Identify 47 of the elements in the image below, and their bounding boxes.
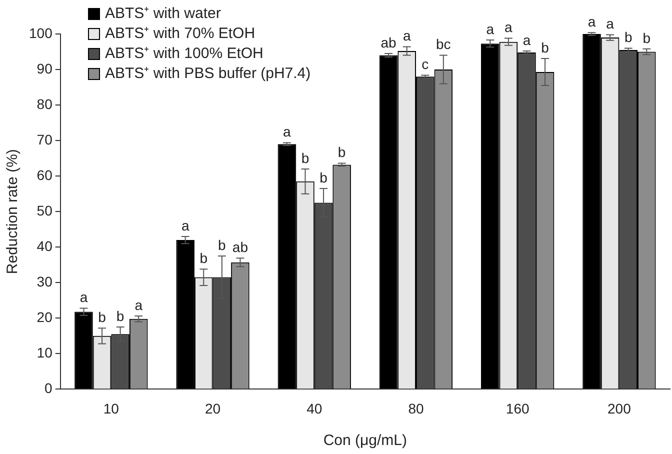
y-tick-label: 50 <box>36 202 53 218</box>
data-label: bc <box>436 36 451 52</box>
data-label: b <box>320 169 328 186</box>
x-tick-label: 200 <box>608 400 632 416</box>
data-label: c <box>422 56 429 72</box>
data-label: a <box>522 32 531 48</box>
data-label: b <box>301 150 310 166</box>
legend-label: ABTS⁺ with 70% EtOH <box>105 24 256 44</box>
data-label: b <box>200 250 208 266</box>
data-label: b <box>541 39 550 56</box>
y-tick-label: 40 <box>36 238 53 254</box>
data-label: a <box>486 20 494 37</box>
y-tick-label: 60 <box>36 166 53 183</box>
data-label: b <box>98 308 106 325</box>
x-axis-title: Con (μg/mL) <box>323 432 408 450</box>
data-label: b <box>116 308 124 324</box>
data-label: a <box>283 124 292 140</box>
legend-label: ABTS⁺ with PBS buffer (pH7.4) <box>105 64 311 84</box>
y-tick-label: 70 <box>36 131 53 148</box>
data-label: a <box>504 19 513 36</box>
data-label: a <box>181 217 190 234</box>
y-tick-label: 80 <box>36 96 53 112</box>
x-tick-label: 20 <box>204 400 221 416</box>
x-tick-label: 80 <box>408 400 424 416</box>
data-label: ab <box>232 238 248 255</box>
data-label: b <box>218 236 226 253</box>
y-axis-title: Reduction rate (%) <box>4 149 22 274</box>
y-tick-label: 90 <box>36 60 53 76</box>
data-label: a <box>80 289 88 306</box>
x-tick-label: 10 <box>103 400 120 416</box>
data-label: b <box>642 30 651 46</box>
legend-label: ABTS⁺ with water <box>105 4 221 24</box>
y-tick-label: 30 <box>36 274 53 290</box>
data-label: a <box>134 296 143 313</box>
data-label: a <box>606 16 614 32</box>
data-label: ab <box>380 34 397 50</box>
legend-label: ABTS⁺ with 100% EtOH <box>105 44 264 64</box>
data-label: b <box>624 29 632 46</box>
x-tick-label: 40 <box>306 400 322 416</box>
y-tick-label: 20 <box>36 309 53 326</box>
x-tick-label: 160 <box>506 400 530 416</box>
data-label: b <box>338 144 346 160</box>
data-label: a <box>588 13 596 30</box>
y-tick-label: 10 <box>36 344 53 361</box>
y-tick-label: 100 <box>29 24 53 41</box>
data-label: a <box>402 28 411 44</box>
y-tick-label: 0 <box>44 380 53 396</box>
